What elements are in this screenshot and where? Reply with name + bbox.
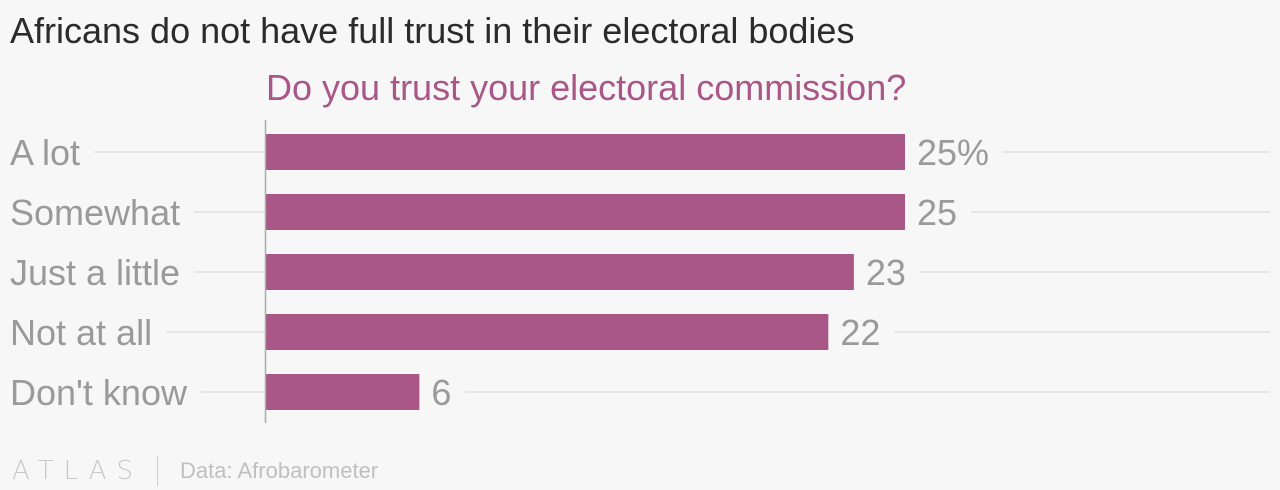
footer: ATLAS Data: Afrobarometer (12, 455, 378, 487)
bar (266, 194, 905, 230)
data-label: 25% (917, 132, 989, 173)
category-label: Just a little (10, 252, 180, 293)
data-label: 6 (431, 372, 451, 413)
bar (266, 134, 905, 170)
category-label: Don't know (10, 372, 188, 413)
atlas-logo: ATLAS (12, 456, 143, 486)
data-label: 25 (917, 192, 957, 233)
chart-subtitle: Do you trust your electoral commission? (266, 67, 907, 108)
atlas-logo-text: ATLAS (12, 456, 144, 486)
footer-divider (157, 456, 159, 486)
bar (266, 374, 420, 410)
category-label: A lot (10, 132, 80, 173)
bar (266, 254, 854, 290)
data-label: 23 (866, 252, 906, 293)
bar-chart: A lot 25% Somewhat 25 Just a little 23 Not at … (10, 120, 1270, 423)
chart-title: Africans do not have full trust in their… (10, 10, 855, 51)
data-source: Data: Afrobarometer (180, 458, 379, 483)
bar (266, 314, 829, 350)
data-label: 22 (840, 312, 880, 353)
category-label: Somewhat (10, 192, 180, 233)
category-label: Not at all (10, 312, 152, 353)
